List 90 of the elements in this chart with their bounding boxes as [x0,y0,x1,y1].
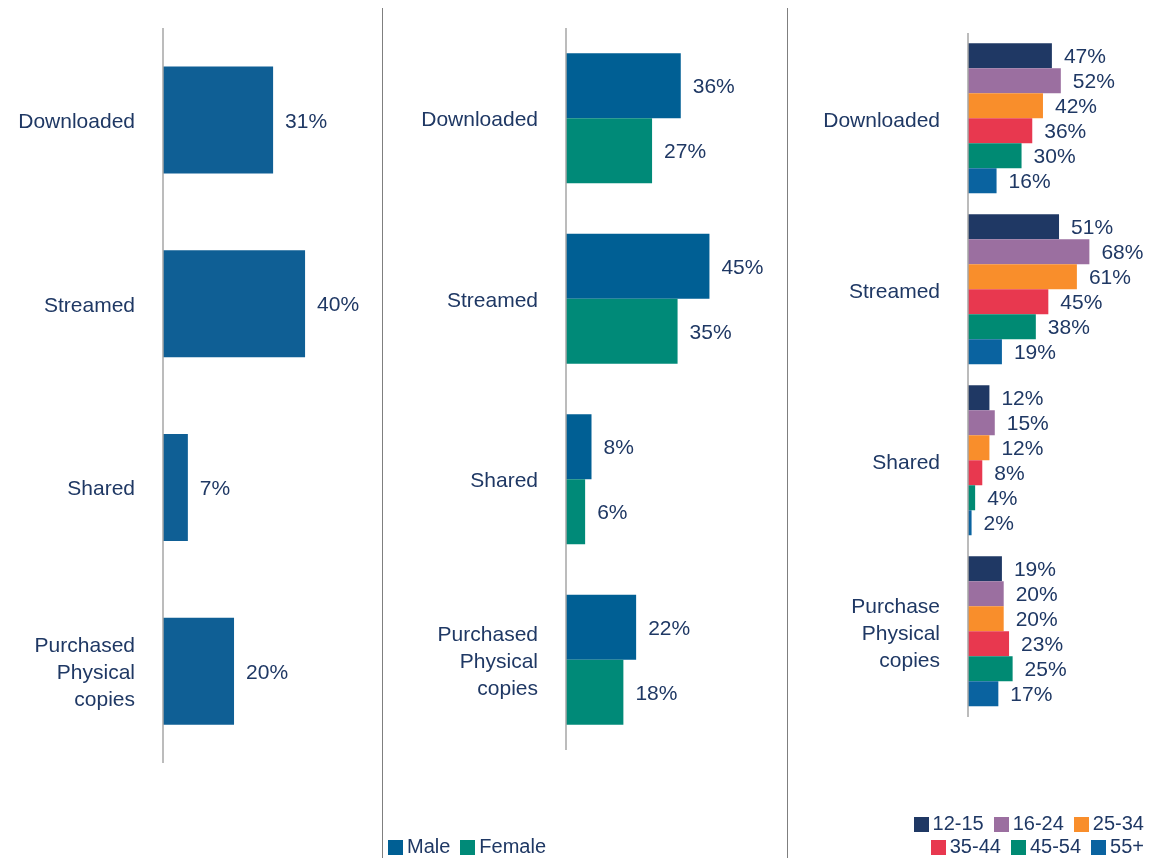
data-label: 16% [1008,169,1051,193]
data-label: 27% [664,139,707,163]
y-tick-label: Streamed [446,287,538,311]
data-label: 8% [994,461,1025,485]
data-label: 4% [987,486,1018,510]
data-label: 8% [603,435,634,459]
data-label: 20% [1015,582,1058,606]
y-tick-label: Purchased Physical copies [437,621,538,699]
data-label: 18% [635,680,678,704]
bar [163,66,274,174]
bar [968,410,995,436]
y-tick-label: Shared [470,467,538,491]
bar [968,314,1036,340]
bar [968,435,990,461]
data-label: 2% [983,511,1014,535]
bar [968,143,1022,169]
y-tick-label: Shared [67,475,135,499]
bar [566,414,592,480]
bar [968,681,999,707]
bar [566,118,653,184]
data-label: 12% [1001,386,1044,410]
legend-label: 55+ [1110,835,1144,857]
data-label: 19% [1013,557,1056,581]
data-label: 51% [1071,215,1114,239]
bar [968,239,1090,265]
y-tick-label: Shared [872,449,940,472]
data-label: 47% [1063,44,1106,68]
data-label: 17% [1010,682,1053,706]
bar [163,434,188,542]
y-tick-label: Purchased Physical copies [34,632,135,710]
bar [566,233,710,299]
y-tick-label: Downloaded [421,106,538,130]
legend-label: Female [479,835,547,857]
data-label: 20% [1015,607,1058,631]
bar [566,479,586,545]
legend-label: 45-54 [1029,835,1082,857]
bar [163,617,235,725]
bar [968,656,1013,682]
data-label: 19% [1013,340,1056,364]
data-label: 68% [1101,240,1144,264]
data-label: 52% [1072,69,1115,93]
data-label: 40% [317,292,360,316]
bar [968,168,997,194]
data-label: 23% [1021,632,1064,656]
data-label: 30% [1033,144,1076,168]
legend-label: 16-24 [1012,812,1064,834]
y-tick-label: Streamed [848,278,940,301]
bar [968,631,1010,657]
data-label: 31% [285,108,328,132]
data-label: 12% [1001,436,1044,460]
legend-label: 12-15 [932,812,984,834]
data-label: 36% [1044,119,1087,143]
data-label: 6% [597,500,628,524]
bar [968,264,1077,290]
data-label: 15% [1006,411,1049,435]
y-tick-label: Streamed [43,292,135,316]
bar [968,68,1061,94]
bar [968,118,1033,144]
data-label: 25% [1024,657,1067,681]
data-label: 61% [1088,265,1131,289]
data-label: 22% [648,615,691,639]
bar [566,298,678,364]
bar [968,289,1049,315]
bar [566,53,681,119]
data-label: 36% [692,74,735,98]
bar [968,556,1002,582]
bar [163,250,306,358]
bar [968,606,1004,632]
data-label: 45% [1060,290,1103,314]
bar [968,460,983,486]
bar [968,93,1043,119]
data-label: 42% [1054,94,1097,118]
data-label: 38% [1047,315,1090,339]
bar [566,594,637,660]
bar [968,339,1002,365]
data-label: 7% [199,476,231,500]
data-label: 35% [689,319,732,343]
legend-label: 35-44 [949,835,1001,857]
data-label: 45% [721,254,764,278]
y-tick-label: Downloaded [18,108,135,132]
bar [968,581,1004,607]
bar [968,214,1060,240]
legend-label: 25-34 [1092,812,1144,834]
legend-label: Male [407,835,451,857]
y-tick-label: Downloaded [823,107,940,130]
bar [968,385,990,411]
bar [566,659,624,725]
y-tick-label: Purchase Physical copies [851,593,940,670]
bar [968,43,1052,69]
data-label: 20% [246,659,289,683]
